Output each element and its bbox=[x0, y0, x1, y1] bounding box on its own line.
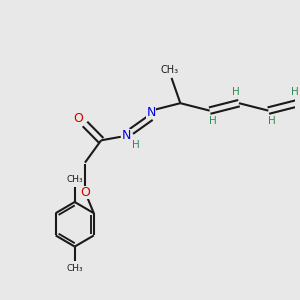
Text: H: H bbox=[291, 87, 298, 97]
Text: O: O bbox=[74, 112, 83, 125]
Text: N: N bbox=[122, 129, 131, 142]
Text: CH₃: CH₃ bbox=[66, 175, 83, 184]
Text: H: H bbox=[209, 116, 217, 126]
Text: H: H bbox=[232, 87, 240, 97]
Text: O: O bbox=[80, 186, 90, 199]
Text: H: H bbox=[268, 116, 276, 126]
Text: N: N bbox=[146, 106, 156, 118]
Text: CH₃: CH₃ bbox=[66, 264, 83, 273]
Text: H: H bbox=[132, 140, 140, 150]
Text: CH₃: CH₃ bbox=[161, 64, 179, 75]
